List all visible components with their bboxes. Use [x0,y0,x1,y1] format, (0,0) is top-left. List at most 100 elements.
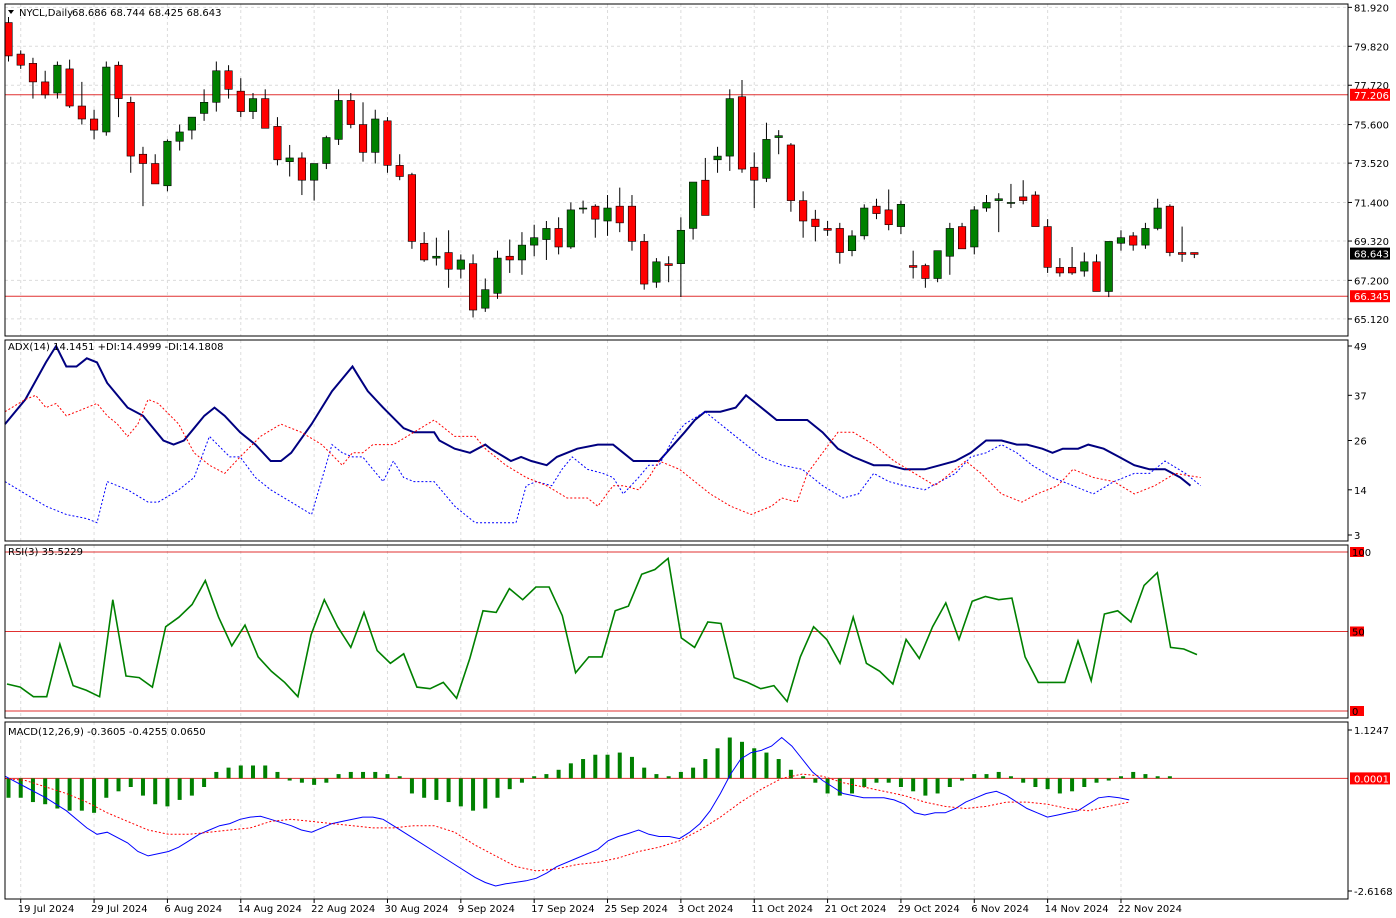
bullish-candle [762,139,771,179]
time-tick-label: 14 Nov 2024 [1045,904,1109,915]
time-tick-label: 30 Aug 2024 [384,904,448,915]
bullish-candle [566,209,575,248]
bearish-candle [383,120,392,166]
bullish-candle [310,163,319,181]
rsi-level-label: 50 [1352,628,1365,639]
bearish-candle [1165,205,1174,253]
time-tick-label: 14 Aug 2024 [238,904,302,915]
macd-histogram-bar [1082,778,1087,788]
bearish-candle [591,205,600,220]
bearish-candle [358,124,368,153]
bullish-candle [334,100,343,140]
bearish-candle [799,200,808,222]
price-tick-label: 73.520 [1354,159,1389,170]
rsi-level-tag [1350,626,1364,637]
bearish-candle [90,118,99,131]
macd-histogram-bar [605,754,610,779]
bearish-candle [273,126,282,161]
rsi-series-line [6,556,1198,704]
bearish-candle [1129,235,1138,246]
macd-histogram-bar [458,778,463,807]
macd-histogram-bar [911,778,916,792]
price-tick-label: 79.820 [1354,42,1389,53]
bearish-candle [4,22,13,57]
time-tick-label: 25 Sep 2024 [605,904,668,915]
macd-histogram-bar [813,778,818,783]
macd-histogram-bar [923,778,928,796]
macd-histogram-bar [947,778,952,788]
price-tick-label: 81.920 [1354,3,1389,14]
macd-tick-label: -2.6168 [1354,887,1393,898]
macd-histogram-bar [128,778,133,788]
bearish-candle [1092,261,1101,292]
bearish-candle [138,153,148,164]
bearish-candle [872,205,881,214]
macd-histogram-bar [1033,778,1038,788]
macd-histogram-bar [507,778,512,790]
bearish-candle [151,163,160,185]
bullish-candle [994,198,1003,201]
time-tick-label: 9 Sep 2024 [458,904,515,915]
bullish-candle [970,209,979,248]
price-tick-label: 75.600 [1354,121,1389,132]
price-tick-label: 77.720 [1354,81,1389,92]
adx-tick-label: 26 [1354,437,1367,448]
price-tick-label: 67.200 [1354,276,1389,287]
bearish-candle [615,205,624,224]
adx-series-2 [4,394,1201,516]
time-tick-label: 29 Oct 2024 [898,904,960,915]
bullish-candle [212,70,221,103]
panel-macd-frame [4,721,1349,900]
bullish-candle [933,250,942,279]
macd-tick-label: 1.1247 [1354,726,1389,737]
macd-histogram-bar [642,767,647,779]
collapse-triangle-icon[interactable] [8,10,14,14]
macd-main-line [4,736,1130,887]
macd-histogram-bar [532,776,537,779]
time-tick-label: 17 Sep 2024 [531,904,594,915]
macd-signal-line [4,773,1130,872]
bearish-candle [823,228,832,231]
time-tick-label: 6 Nov 2024 [971,904,1029,915]
price-tick-label: 69.320 [1354,237,1389,248]
bullish-candle [530,237,539,246]
macd-histogram-bar [226,767,231,779]
symbol-title: NYCL,Daily [19,8,73,19]
bearish-candle [835,228,844,253]
macd-histogram-bar [556,769,561,779]
macd-histogram-bar [801,776,806,779]
price-tick-label: 71.400 [1354,198,1389,209]
macd-histogram-bar [1167,776,1172,779]
bearish-candle [811,218,820,227]
macd-histogram-bar [324,778,329,783]
bearish-candle [921,265,930,279]
macd-histogram-bar [189,778,194,796]
price-tick-label: 65.120 [1354,315,1389,326]
macd-histogram-bar [422,778,427,798]
bullish-candle [200,102,209,114]
bearish-candle [297,157,306,181]
macd-histogram-bar [898,778,903,788]
bearish-candle [41,81,50,96]
macd-histogram-bar [214,771,219,779]
bearish-candle [114,64,123,99]
time-tick-label: 11 Oct 2024 [751,904,813,915]
bullish-candle [982,202,991,209]
price-tags: 77.206 66.345 68.643 100 50 0 0.0001 [1350,88,1390,785]
bullish-candle [248,98,258,112]
bearish-candle [1068,267,1077,274]
bearish-candle [1043,226,1052,268]
bullish-candle [945,228,954,257]
macd-histogram-bar [153,778,158,805]
macd-histogram-bar [6,778,11,798]
bearish-candle [261,98,270,129]
bullish-candle [896,204,905,227]
macd-histogram-bar [238,765,243,779]
rsi-level-label: 100 [1352,548,1371,559]
bearish-candle [627,205,637,242]
bearish-candle [750,166,759,181]
macd-histogram-bar [984,774,989,779]
macd-histogram-bar [1118,776,1123,779]
macd-histogram-bar [409,778,414,794]
macd-histogram-bar [140,778,145,796]
